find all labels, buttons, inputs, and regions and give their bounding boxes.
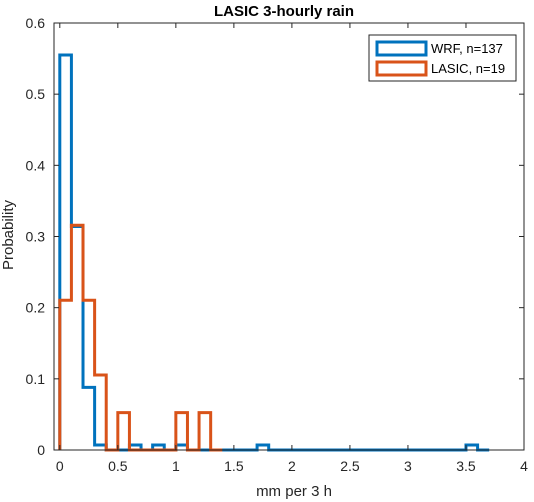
legend-label: LASIC, n=19 bbox=[431, 61, 505, 76]
y-tick-label: 0.1 bbox=[26, 371, 46, 387]
x-tick-label: 1.5 bbox=[224, 458, 244, 474]
y-tick-label: 0 bbox=[37, 442, 45, 458]
legend: WRF, n=137 LASIC, n=19 bbox=[368, 34, 517, 82]
legend-swatch bbox=[375, 40, 428, 57]
x-tick-label: 3 bbox=[404, 458, 412, 474]
y-tick-label: 0.5 bbox=[26, 86, 46, 102]
x-tick-label: 1 bbox=[172, 458, 180, 474]
y-tick-label: 0.2 bbox=[26, 300, 46, 316]
y-tick-label: 0.4 bbox=[26, 157, 46, 173]
y-tick-label: 0.6 bbox=[26, 15, 46, 31]
plot-area: 0 0.5 1 1.5 2 2.5 3 3.5 4 0 0.1 0.2 0.3 0.4 0.5 0.6 bbox=[26, 15, 529, 474]
y-tick-label: 0.3 bbox=[26, 229, 46, 245]
chart-title: LASIC 3-hourly rain bbox=[214, 3, 354, 20]
legend-label: WRF, n=137 bbox=[431, 41, 503, 56]
x-tick-label: 0.5 bbox=[108, 458, 128, 474]
x-tick-label: 3.5 bbox=[456, 458, 476, 474]
y-axis-label: Probability bbox=[0, 199, 17, 270]
x-tick-label: 0 bbox=[56, 458, 64, 474]
x-tick-label: 4 bbox=[520, 458, 528, 474]
x-axis-label: mm per 3 h bbox=[256, 483, 332, 500]
legend-swatch bbox=[375, 60, 428, 77]
x-tick-label: 2.5 bbox=[340, 458, 360, 474]
x-tick-label: 2 bbox=[288, 458, 296, 474]
